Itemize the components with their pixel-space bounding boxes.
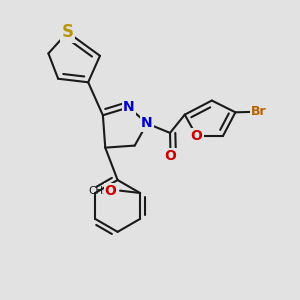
Text: N: N: [141, 116, 153, 130]
Text: O: O: [165, 149, 176, 164]
Text: CH₃: CH₃: [88, 186, 107, 196]
Text: N: N: [123, 100, 135, 114]
Text: O: O: [190, 129, 202, 143]
Text: Br: Br: [251, 105, 267, 118]
Text: O: O: [105, 184, 116, 198]
Text: O: O: [105, 184, 116, 198]
Text: S: S: [61, 23, 74, 41]
